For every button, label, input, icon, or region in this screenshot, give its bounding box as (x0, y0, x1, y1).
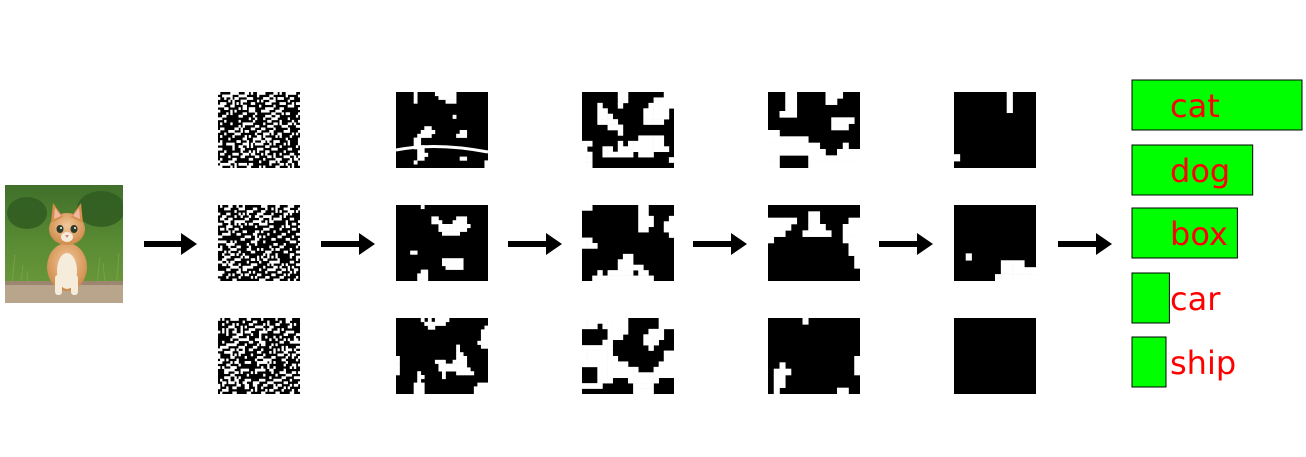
bar-cat (1131, 79, 1303, 131)
arrows (144, 233, 1112, 255)
label-box: box (1170, 215, 1228, 253)
class-score-bars: cat dog box car ship (1131, 79, 1303, 388)
feature-map-stage2-row1 (395, 92, 489, 169)
label-ship: ship (1170, 344, 1236, 382)
feature-maps (218, 92, 1037, 395)
feature-map-stage3-row1 (582, 92, 675, 169)
class-score-dog: dog (1131, 144, 1254, 196)
feature-map-stage2-row2 (396, 205, 488, 282)
feature-map-stage3-row2 (582, 205, 675, 282)
feature-map-stage5-row2 (954, 205, 1037, 282)
feature-map-stage5-row3 (954, 318, 1036, 394)
kitten-photo (5, 185, 125, 304)
class-score-box: box (1131, 207, 1238, 259)
label-dog: dog (1170, 152, 1230, 190)
bar-car (1131, 272, 1170, 324)
arrow-1 (144, 233, 197, 255)
bar-dog (1131, 144, 1254, 196)
class-score-car: car (1131, 272, 1221, 324)
input-image-kitten (5, 185, 125, 304)
class-score-ship: ship (1131, 336, 1236, 388)
label-car: car (1170, 280, 1221, 318)
feature-map-stage3-row3 (582, 318, 675, 395)
arrow-5 (879, 233, 933, 255)
feature-map-stage4-row3 (768, 318, 861, 395)
bar-box (1131, 207, 1238, 259)
arrow-3 (508, 233, 562, 255)
feature-map-stage5-row1 (954, 92, 1036, 168)
arrow-6 (1058, 233, 1112, 255)
label-cat: cat (1170, 87, 1220, 125)
feature-map-stage1-row3 (218, 318, 301, 395)
arrow-2 (321, 233, 375, 255)
feature-map-stage1-row1 (218, 92, 301, 169)
feature-map-stage4-row2 (768, 205, 861, 281)
arrow-4 (693, 233, 747, 255)
class-score-cat: cat (1131, 79, 1303, 131)
bar-ship (1131, 336, 1167, 388)
feature-map-stage4-row1 (768, 92, 861, 169)
feature-map-stage2-row3 (396, 318, 489, 395)
feature-map-stage1-row2 (218, 205, 301, 282)
